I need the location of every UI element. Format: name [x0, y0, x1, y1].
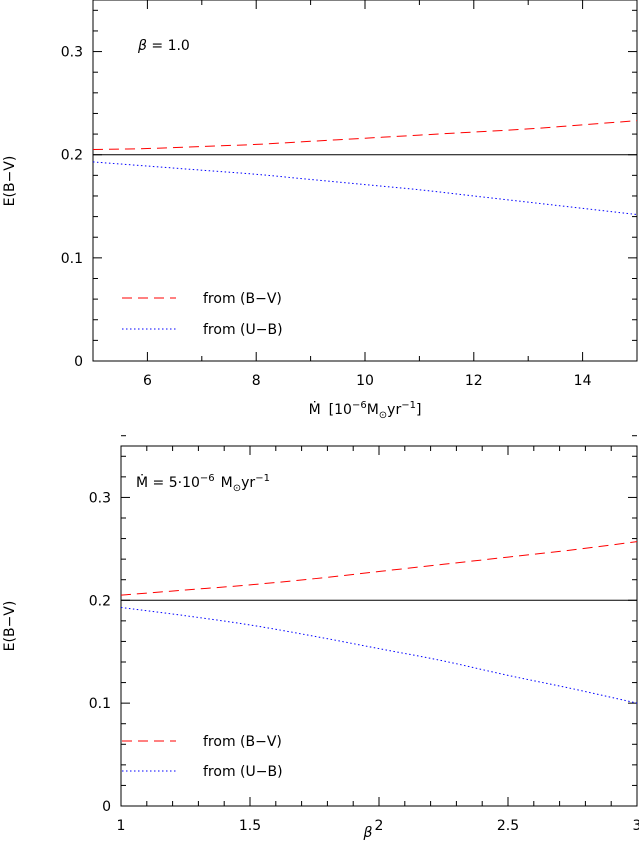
- x-tick-label-top: 6: [143, 373, 152, 389]
- x-tick-label-bottom: 2.5: [497, 818, 519, 834]
- y-tick-label-bottom: 0.3: [89, 490, 111, 506]
- plot-frame-bottom: [120, 445, 638, 807]
- x-tick-label-top: 12: [465, 373, 483, 389]
- y-tick-label-bottom: 0: [102, 799, 111, 815]
- y-axis-label-bottom: E(B−V): [2, 601, 18, 652]
- series-line-ub-top: [92, 161, 638, 216]
- x-ticks-top: 6 8 10 12 14: [92, 0, 638, 389]
- y-tick-label-top: 0.3: [61, 45, 83, 61]
- x-axis-label-top: Ṁ [10−6M⊙yr−1]: [309, 400, 422, 421]
- x-tick-label-bottom: 1.5: [239, 818, 261, 834]
- x-tick-label-top: 8: [252, 373, 261, 389]
- y-tick-label-top: 0.1: [61, 251, 83, 267]
- series-line-bv-top: [92, 120, 638, 151]
- x-tick-label-bottom: 2: [375, 818, 384, 834]
- x-tick-label-bottom: 3: [633, 818, 639, 834]
- panel-top: 0 0.1 0.2 0.3 6 8 10 12 14 β = 1.0 from (B−V) f…: [2, 0, 638, 421]
- x-axis-label-bottom: β: [363, 825, 373, 841]
- y-tick-label-bottom: 0.2: [89, 593, 111, 609]
- x-tick-label-bottom: 1: [117, 818, 126, 834]
- x-tick-label-top: 14: [574, 373, 592, 389]
- legend-label-bv-top: from (B−V): [203, 291, 282, 307]
- y-ticks-bottom: 0 0.1 0.2 0.3: [89, 435, 637, 815]
- y-tick-label-top: 0: [74, 354, 83, 370]
- panel-bottom: 0 0.1 0.2 0.3 1 1.5 2 2.5 3 Ṁ = 5·10−6 M⊙yr−1 fr…: [2, 435, 639, 841]
- series-line-bv-bottom: [120, 541, 638, 596]
- y-tick-label-top: 0.2: [61, 148, 83, 164]
- x-tick-label-top: 10: [356, 373, 374, 389]
- legend-label-ub-bottom: from (U−B): [203, 764, 283, 780]
- annotation-bottom: Ṁ = 5·10−6 M⊙yr−1: [136, 473, 270, 494]
- x-ticks-bottom: 1 1.5 2 2.5 3: [117, 446, 639, 834]
- legend-label-bv-bottom: from (B−V): [203, 734, 282, 750]
- y-axis-label-top: E(B−V): [2, 156, 18, 207]
- y-ticks-top: 0 0.1 0.2 0.3: [61, 9, 637, 370]
- plot-frame-top: [92, 0, 638, 362]
- annotation-top: β = 1.0: [137, 38, 190, 54]
- legend-label-ub-top: from (U−B): [203, 322, 283, 338]
- series-line-ub-bottom: [120, 606, 638, 704]
- y-tick-label-bottom: 0.1: [89, 696, 111, 712]
